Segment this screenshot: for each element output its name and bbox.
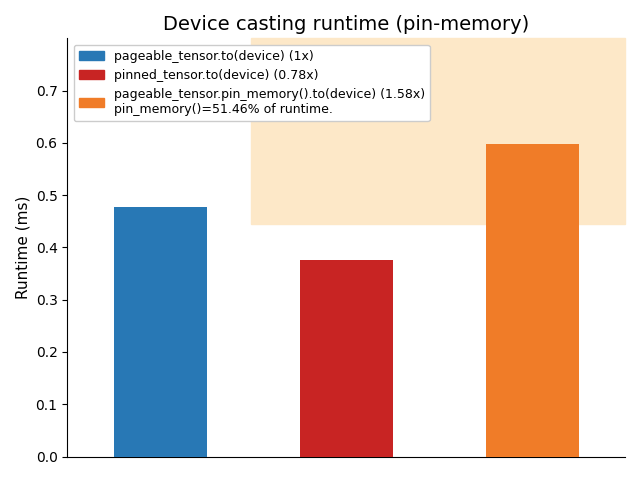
Title: Device casting runtime (pin-memory): Device casting runtime (pin-memory) xyxy=(163,15,529,34)
Bar xyxy=(486,144,579,456)
Bar xyxy=(252,38,625,225)
Y-axis label: Runtime (ms): Runtime (ms) xyxy=(15,196,30,299)
Bar xyxy=(300,261,392,456)
Bar xyxy=(114,207,207,456)
Legend: pageable_tensor.to(device) (1x), pinned_tensor.to(device) (0.78x), pageable_tens: pageable_tensor.to(device) (1x), pinned_… xyxy=(74,45,429,121)
